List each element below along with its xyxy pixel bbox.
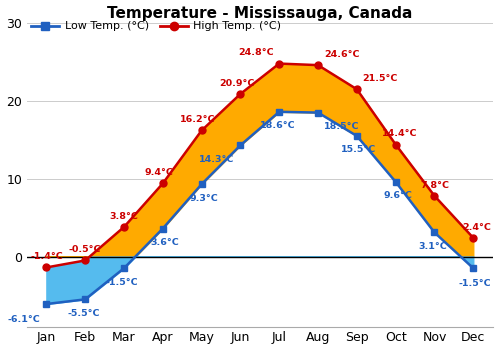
Text: -1.5°C: -1.5°C: [459, 279, 492, 288]
High Temp. (°C): [470, 236, 476, 240]
Text: 9.3°C: 9.3°C: [189, 194, 218, 203]
High Temp. (°C): [276, 62, 282, 66]
Low Temp. (°C): [160, 226, 166, 231]
Text: -5.5°C: -5.5°C: [67, 309, 100, 318]
High Temp. (°C): [238, 92, 244, 96]
Text: -6.1°C: -6.1°C: [8, 315, 40, 324]
Title: Temperature - Mississauga, Canada: Temperature - Mississauga, Canada: [107, 6, 412, 21]
Text: 15.5°C: 15.5°C: [341, 145, 376, 154]
High Temp. (°C): [198, 128, 204, 133]
Text: 24.6°C: 24.6°C: [324, 50, 360, 59]
Low Temp. (°C): [198, 182, 204, 186]
Text: 3.8°C: 3.8°C: [110, 212, 138, 221]
Text: 16.2°C: 16.2°C: [180, 115, 216, 124]
High Temp. (°C): [315, 63, 321, 67]
Text: 18.6°C: 18.6°C: [260, 121, 295, 130]
High Temp. (°C): [432, 194, 438, 198]
Text: 21.5°C: 21.5°C: [362, 74, 398, 83]
High Temp. (°C): [354, 87, 360, 91]
Low Temp. (°C): [44, 302, 50, 306]
Low Temp. (°C): [276, 110, 282, 114]
Low Temp. (°C): [238, 143, 244, 147]
High Temp. (°C): [44, 265, 50, 270]
Text: 9.4°C: 9.4°C: [144, 168, 174, 177]
Low Temp. (°C): [470, 266, 476, 270]
Line: Low Temp. (°C): Low Temp. (°C): [43, 108, 476, 308]
Line: High Temp. (°C): High Temp. (°C): [43, 60, 476, 271]
High Temp. (°C): [121, 225, 127, 229]
Text: 2.4°C: 2.4°C: [462, 223, 492, 232]
Low Temp. (°C): [121, 266, 127, 270]
High Temp. (°C): [392, 142, 398, 147]
High Temp. (°C): [160, 181, 166, 186]
Text: 14.3°C: 14.3°C: [199, 155, 234, 163]
Low Temp. (°C): [432, 230, 438, 235]
Text: 3.6°C: 3.6°C: [150, 238, 179, 247]
Text: -1.5°C: -1.5°C: [106, 278, 138, 287]
Text: 20.9°C: 20.9°C: [219, 79, 254, 88]
Text: -0.5°C: -0.5°C: [69, 245, 102, 254]
Text: 3.1°C: 3.1°C: [418, 242, 447, 251]
Text: 24.8°C: 24.8°C: [238, 48, 274, 57]
Low Temp. (°C): [354, 134, 360, 138]
Low Temp. (°C): [82, 297, 88, 301]
Text: 7.8°C: 7.8°C: [420, 181, 449, 190]
Text: -1.4°C: -1.4°C: [30, 252, 63, 261]
Legend: Low Temp. (°C), High Temp. (°C): Low Temp. (°C), High Temp. (°C): [27, 17, 286, 36]
High Temp. (°C): [82, 258, 88, 262]
Low Temp. (°C): [315, 111, 321, 115]
Text: 14.4°C: 14.4°C: [382, 129, 418, 138]
Low Temp. (°C): [392, 180, 398, 184]
Text: 18.5°C: 18.5°C: [324, 122, 360, 131]
Text: 9.6°C: 9.6°C: [383, 191, 412, 200]
